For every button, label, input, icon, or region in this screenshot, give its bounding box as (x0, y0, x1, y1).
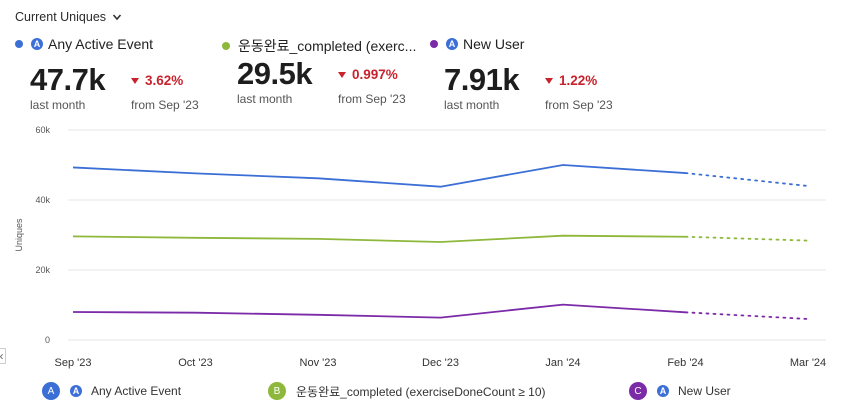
x-tick-label: Dec '23 (422, 357, 459, 369)
metric-value: 7.91k (444, 62, 520, 97)
x-tick-label: Feb '24 (667, 357, 703, 369)
metric-from: from Sep '23 (131, 98, 199, 112)
metric-name: Any Active Event (48, 36, 154, 52)
y-tick-label: 40k (35, 195, 50, 205)
metric-from: from Sep '23 (545, 98, 613, 112)
legend-badge: A (42, 382, 60, 400)
series-line-0[interactable] (72, 164, 686, 188)
x-tick-label: Nov '23 (300, 357, 337, 369)
legend-item-a[interactable]: A A Any Active Event (42, 382, 181, 400)
metric-from: from Sep '23 (338, 92, 406, 106)
legend-label: 운동완료_completed (exerciseDoneCount ≥ 10) (296, 384, 546, 399)
legend-badge: C (629, 382, 647, 400)
series-line-1[interactable] (72, 234, 686, 243)
legend-item-b[interactable]: B 운동완료_completed (exerciseDoneCount ≥ 10… (268, 382, 546, 400)
y-tick-label: 60k (35, 125, 50, 135)
metric-any-active-event[interactable]: A Any Active Event (15, 36, 153, 52)
series-line-2[interactable] (72, 303, 686, 319)
series-dot (15, 40, 23, 48)
chevron-down-icon (112, 14, 122, 21)
legend-label: New User (678, 384, 731, 398)
funnel-a-icon: A (70, 385, 82, 397)
grid (68, 129, 826, 341)
metric-change-value: 3.62% (145, 73, 184, 88)
current-uniques-dropdown[interactable]: Current Uniques (15, 10, 122, 24)
metric-name: 운동완료_completed (exerc... (238, 38, 417, 54)
metric-new-user[interactable]: A New User (430, 36, 524, 52)
series-dot (430, 40, 438, 48)
metric-name: New User (463, 36, 525, 52)
series-projection-0[interactable] (684, 172, 809, 187)
x-tick-label: Mar '24 (790, 357, 826, 369)
down-triangle-icon (131, 77, 139, 84)
y-tick-label: 20k (35, 265, 50, 275)
funnel-a-icon: A (657, 385, 669, 397)
funnel-a-icon: A (446, 38, 458, 50)
down-triangle-icon (338, 71, 346, 78)
scroll-left-icon[interactable]: ‹ (0, 348, 6, 364)
metric-change-value: 0.997% (352, 67, 398, 82)
y-tick-label: 0 (45, 335, 50, 345)
series-projection-2[interactable] (684, 311, 809, 320)
x-tick-label: Sep '23 (55, 357, 92, 369)
metric-period: last month (30, 98, 86, 112)
metric-value: 47.7k (30, 62, 106, 97)
series-dot (222, 42, 230, 50)
metric-exercise-completed[interactable]: 운동완료_completed (exerc... (222, 36, 416, 56)
down-triangle-icon (545, 77, 553, 84)
x-axis: Sep '23 Oct '23 Nov '23 Dec '23 Jan '24 Feb '… (55, 357, 827, 369)
y-axis: 0 20k 40k 60k (35, 125, 50, 345)
metric-change: 3.62% (131, 73, 183, 88)
current-uniques-label: Current Uniques (15, 10, 107, 24)
x-tick-label: Oct '23 (178, 357, 213, 369)
metric-change: 0.997% (338, 67, 398, 82)
legend-item-c[interactable]: C A New User (629, 382, 731, 400)
metric-value: 29.5k (237, 56, 313, 91)
line-chart[interactable]: 0 20k 40k 60k Sep '23 Oct '23 Nov '23 Dec '23 J… (0, 0, 846, 380)
x-tick-label: Jan '24 (545, 357, 580, 369)
metric-change: 1.22% (545, 73, 597, 88)
legend-badge: B (268, 382, 286, 400)
legend-label: Any Active Event (91, 384, 182, 398)
metric-period: last month (444, 98, 500, 112)
y-axis-label: Uniques (14, 218, 24, 252)
metric-period: last month (237, 92, 293, 106)
funnel-a-icon: A (31, 38, 43, 50)
series-projection-1[interactable] (684, 235, 809, 242)
metric-change-value: 1.22% (559, 73, 598, 88)
series-lines[interactable] (72, 164, 809, 320)
